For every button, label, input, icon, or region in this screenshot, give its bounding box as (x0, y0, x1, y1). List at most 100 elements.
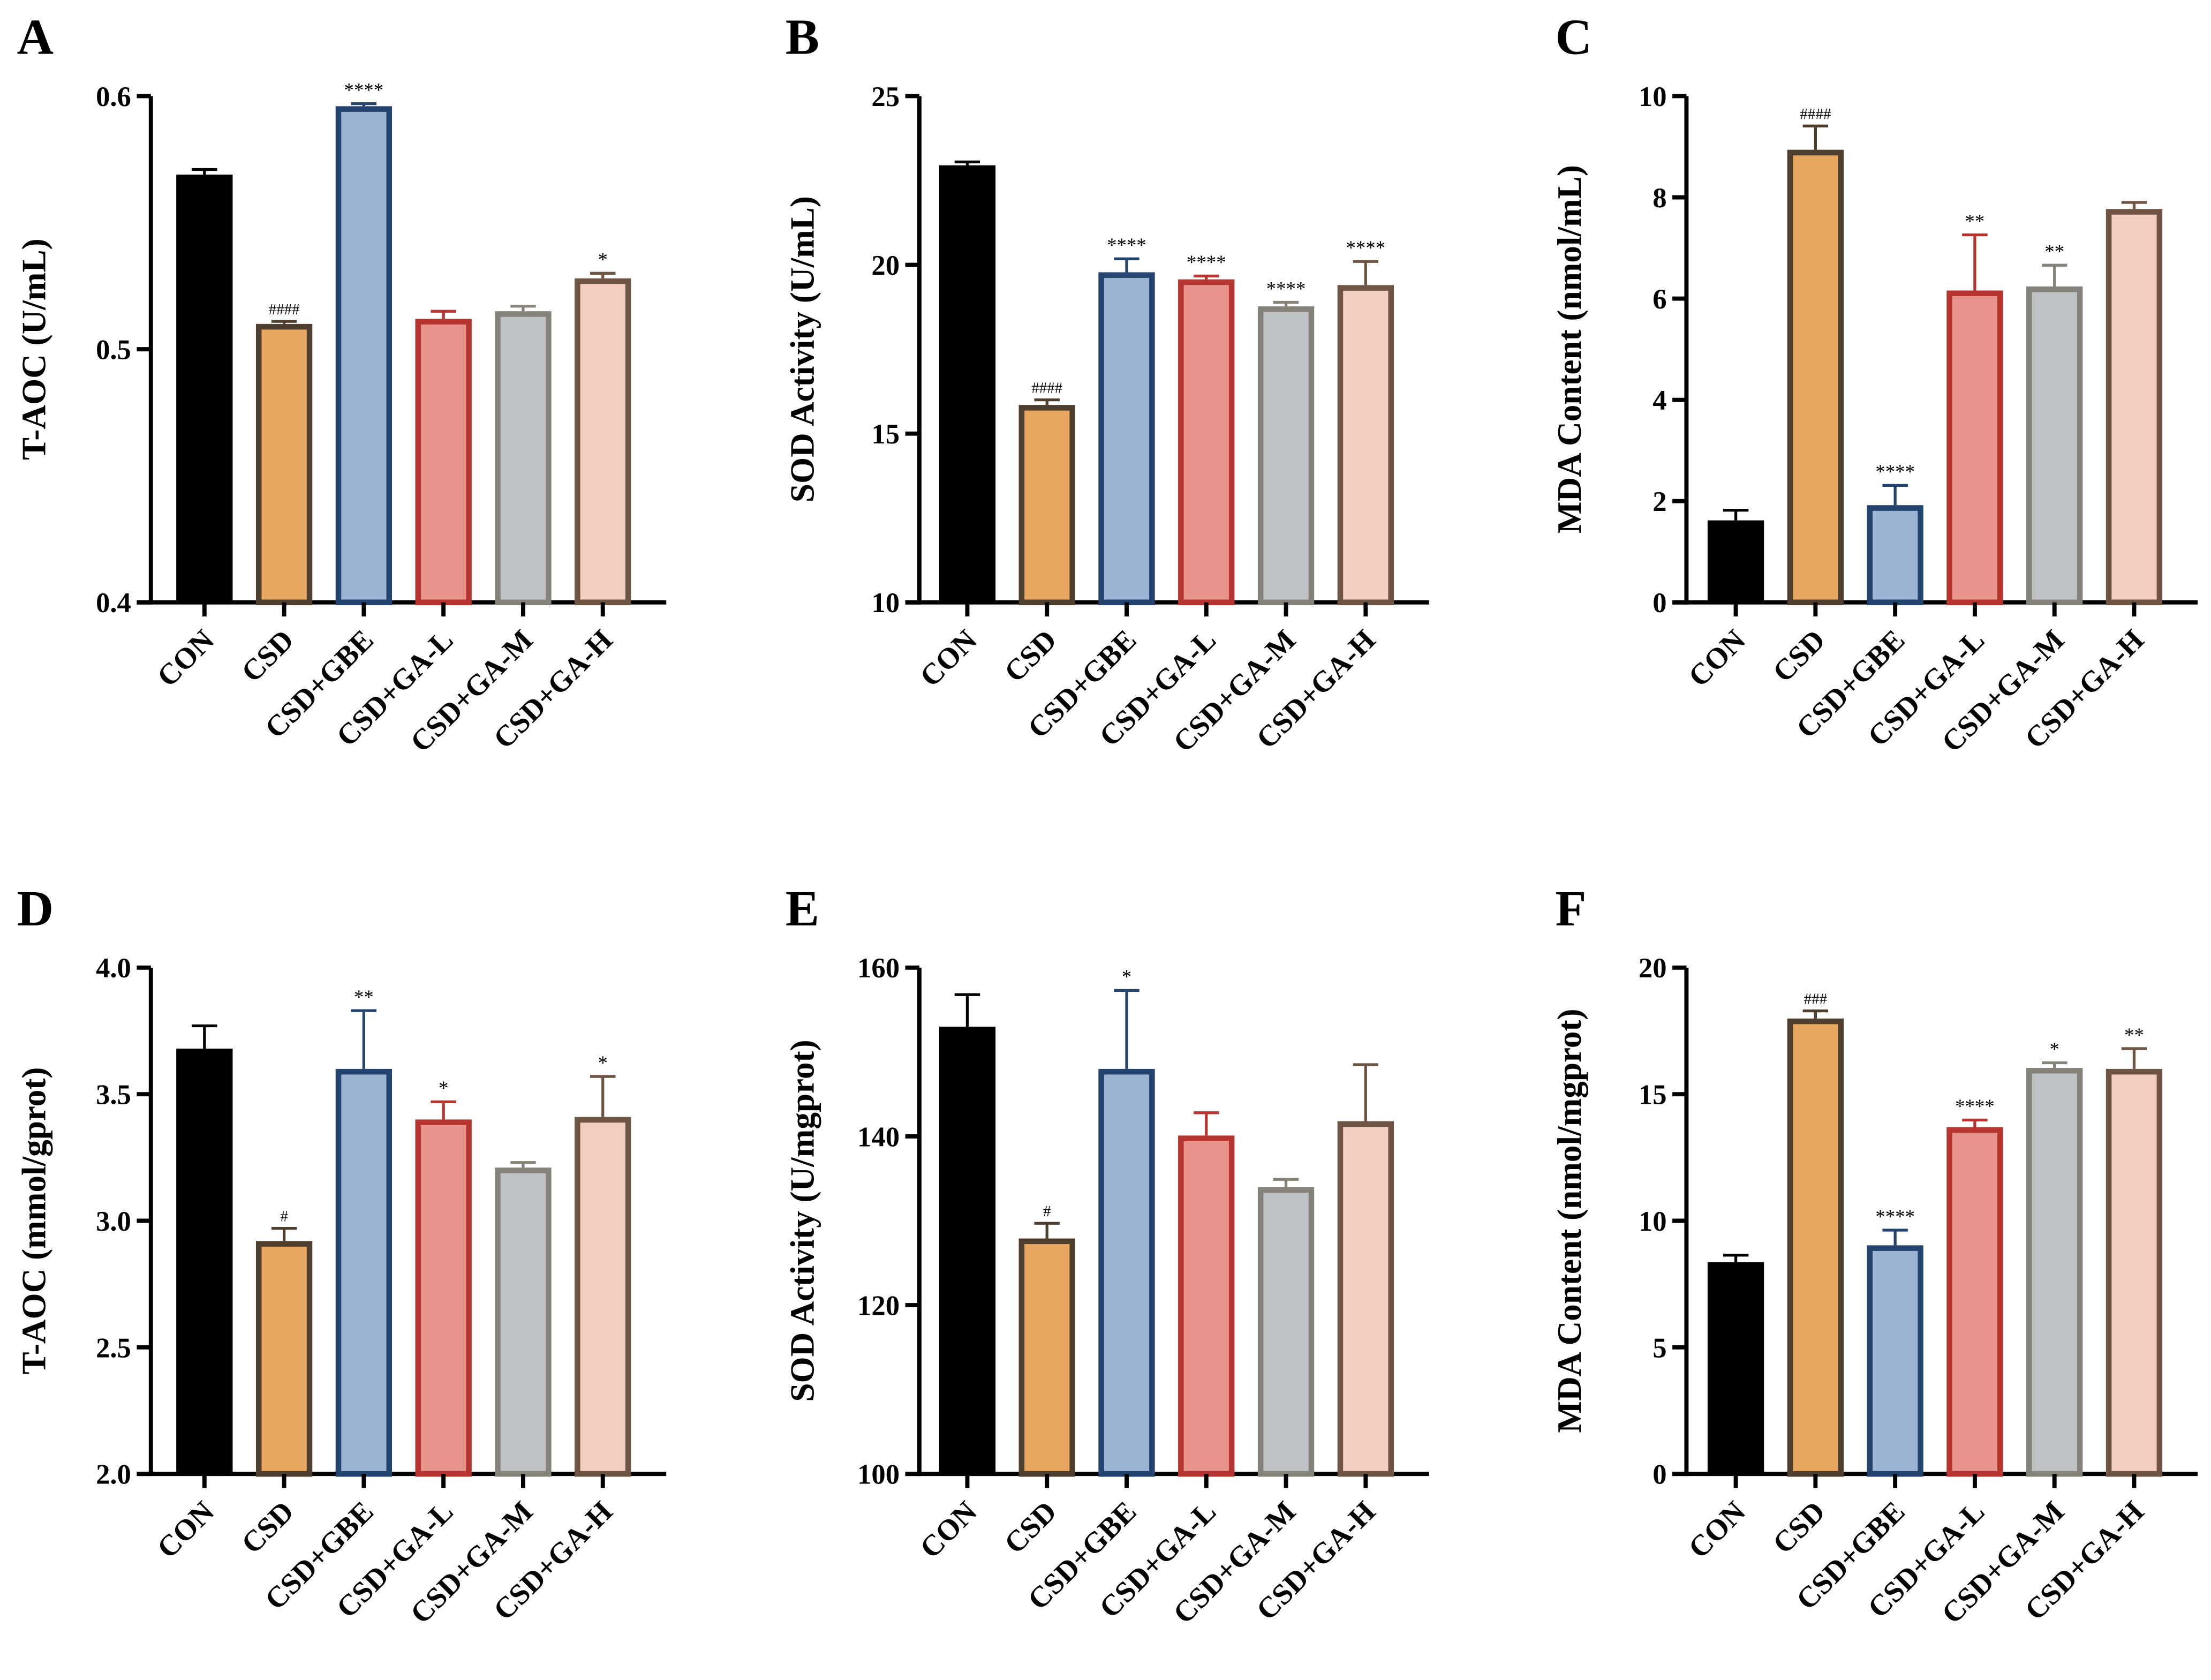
y-tick-label: 4 (1652, 385, 1666, 416)
y-tick-label: 3.5 (96, 1080, 131, 1111)
panel-letter: E (786, 880, 819, 937)
y-axis-label: SOD Activity (U/mgprot) (783, 1039, 821, 1402)
x-tick-label: CSD (1767, 623, 1831, 688)
y-axis-label: MDA Content (nmol/mL) (1551, 165, 1588, 533)
significance-label: ** (2124, 1024, 2144, 1046)
panel-f: F MDA Content (nmol/mgprot) 0 5 10 15 20 CON ###… (1551, 880, 2198, 1630)
x-tick-label: CON (1682, 623, 1752, 693)
bar-csd-ga-m (1257, 1187, 1315, 1477)
significance-label: ### (1804, 990, 1827, 1007)
significance-label: # (280, 1208, 288, 1225)
y-tick-label: 6 (1652, 284, 1666, 315)
y-tick-label: 10 (1639, 81, 1667, 112)
bar-csd-ga-l (1946, 290, 2003, 606)
x-tick-label: CSD (235, 1495, 300, 1560)
bar-con (1707, 520, 1764, 602)
bar-csd-ga-m (2026, 1067, 2083, 1477)
significance-label: # (1043, 1203, 1051, 1220)
bar-con (176, 174, 233, 602)
bar-csd-ga-l (415, 319, 472, 606)
y-tick-label: 2.5 (96, 1332, 131, 1363)
significance-label: **** (1266, 277, 1306, 299)
bar-csd-gbe (1098, 1068, 1155, 1477)
x-tick-label: CON (914, 1495, 983, 1564)
significance-label: #### (1031, 379, 1062, 396)
x-tick-label: CON (914, 623, 983, 693)
panel-letter: B (786, 9, 819, 65)
y-axis-label: T-AOC (mmol/gprot) (15, 1067, 52, 1375)
y-tick-label: 25 (871, 81, 900, 112)
bar-csd-ga-m (495, 1167, 552, 1477)
y-tick-label: 4.0 (96, 953, 131, 984)
y-tick-label: 140 (857, 1121, 900, 1152)
panel-a: AT-AOC (U/mL)0.40.50.6CON####CSD****CSD+… (15, 9, 667, 758)
y-tick-label: 15 (871, 419, 900, 450)
bar-csd-ga-l (1178, 279, 1235, 606)
bar-csd (255, 323, 313, 606)
bar-csd-gbe (335, 1068, 393, 1477)
significance-label: **** (1875, 1206, 1915, 1227)
significance-label: #### (269, 301, 300, 318)
y-tick-label: 20 (1639, 953, 1667, 984)
bar-con (176, 1049, 233, 1474)
y-tick-label: 15 (1639, 1080, 1667, 1111)
panel-b: B SOD Activity (U/mL) 10 15 20 25 CON #### CSD **… (783, 9, 1429, 758)
bar-csd-ga-l (1178, 1135, 1235, 1477)
x-tick-label: CSD (1767, 1495, 1831, 1560)
bar-csd (1787, 149, 1844, 606)
panel-d: D T-AOC (mmol/gprot) 2.0 2.5 3.0 3.5 4.0 CON # CS… (15, 880, 667, 1630)
bar-con (939, 165, 996, 602)
y-axis-label: MDA Content (nmol/mgprot) (1551, 1008, 1588, 1433)
bar-csd (1787, 1018, 1844, 1477)
significance-label: * (598, 1052, 608, 1074)
y-tick-label: 100 (857, 1459, 900, 1490)
bar-con (1707, 1262, 1764, 1474)
significance-label: ** (1965, 210, 1984, 232)
y-axis-label: SOD Activity (U/mL) (783, 196, 821, 502)
y-tick-label: 0.5 (96, 335, 131, 366)
x-tick-label: CON (1682, 1495, 1752, 1564)
bar-csd-ga-h (1337, 285, 1394, 606)
y-tick-label: 5 (1652, 1332, 1666, 1363)
bar-csd-ga-l (1946, 1127, 2003, 1477)
y-tick-label: 160 (857, 953, 900, 984)
bar-csd-ga-m (1257, 306, 1315, 606)
significance-label: ** (354, 986, 374, 1008)
significance-label: **** (1187, 251, 1226, 273)
panel-letter: D (17, 880, 54, 937)
bar-csd-gbe (1867, 505, 1923, 606)
bar-csd (255, 1241, 313, 1477)
bar-csd-gbe (1867, 1245, 1923, 1477)
bar-csd-ga-h (575, 1117, 631, 1477)
significance-label: * (598, 248, 608, 270)
x-tick-label: CSD (998, 623, 1062, 688)
y-tick-label: 120 (857, 1290, 900, 1321)
x-tick-label: CSD (998, 1495, 1062, 1560)
x-tick-label: CON (150, 1495, 220, 1564)
significance-label: * (2049, 1038, 2059, 1060)
x-tick-label: CSD (235, 623, 300, 688)
bar-csd-ga-h (2106, 209, 2163, 606)
significance-label: **** (1346, 237, 1385, 259)
y-tick-label: 3.0 (96, 1206, 131, 1237)
y-tick-label: 0 (1652, 587, 1666, 619)
x-tick-label: CON (150, 623, 220, 693)
bar-csd-ga-h (1337, 1121, 1394, 1477)
significance-label: **** (1955, 1095, 1995, 1117)
panel-letter: C (1556, 9, 1592, 65)
bar-csd-ga-m (495, 311, 552, 606)
bar-csd (1018, 405, 1075, 606)
panel-e: E SOD Activity (U/mgprot) 100 120 140 160 CON #… (783, 880, 1429, 1630)
y-tick-label: 10 (1639, 1206, 1667, 1237)
significance-label: **** (344, 79, 384, 101)
bar-csd-gbe (1098, 272, 1155, 606)
bar-csd-ga-m (2026, 286, 2083, 606)
y-tick-label: 2.0 (96, 1459, 131, 1490)
significance-label: * (439, 1077, 448, 1099)
y-tick-label: 2 (1652, 486, 1666, 517)
y-tick-label: 10 (871, 587, 900, 619)
significance-label: **** (1875, 461, 1915, 483)
bar-con (939, 1027, 996, 1474)
bar-csd-ga-h (575, 278, 631, 606)
